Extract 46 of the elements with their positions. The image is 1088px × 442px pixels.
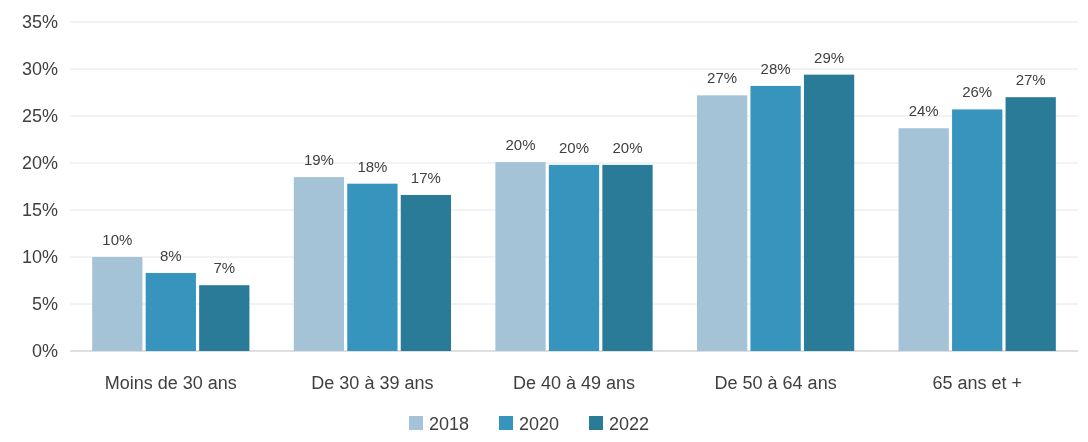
data-label: 27%: [1015, 71, 1046, 89]
y-tick-label: 15%: [21, 200, 58, 221]
y-tick-label: 20%: [21, 153, 58, 174]
data-label: 19%: [303, 151, 334, 169]
legend-label: 2018: [429, 414, 470, 434]
y-tick-label: 5%: [31, 294, 58, 315]
x-tick-label: De 50 à 64 ans: [714, 373, 837, 393]
data-label: 17%: [410, 168, 441, 186]
data-label: 28%: [760, 59, 791, 77]
y-tick-label: 10%: [21, 247, 58, 268]
bar: [1005, 97, 1056, 351]
x-tick-label: Moins de 30 ans: [104, 373, 237, 393]
bar: [548, 164, 600, 351]
bar: [602, 164, 653, 351]
data-label: 26%: [962, 83, 993, 101]
bar: [952, 109, 1003, 351]
legend-label: 2022: [609, 414, 650, 434]
bar: [92, 257, 143, 351]
y-tick-label: 25%: [21, 106, 58, 127]
bar: [347, 183, 398, 351]
data-label: 24%: [908, 102, 939, 120]
data-label: 27%: [707, 69, 738, 87]
bar: [803, 74, 855, 351]
data-label: 20%: [505, 136, 536, 154]
bar: [199, 285, 250, 351]
bar: [145, 272, 196, 351]
bar: [696, 95, 748, 351]
data-label: 20%: [612, 138, 643, 156]
x-tick-label: De 30 à 39 ans: [311, 373, 434, 393]
bar: [293, 177, 345, 351]
legend-label: 2020: [519, 414, 560, 434]
data-label: 29%: [814, 48, 845, 66]
bar: [750, 85, 801, 351]
y-tick-label: 35%: [21, 12, 58, 33]
x-tick-label: 65 ans et +: [932, 373, 1022, 393]
data-label: 18%: [357, 157, 388, 175]
bar: [898, 128, 949, 351]
data-label: 10%: [102, 231, 133, 248]
data-label: 20%: [558, 138, 590, 156]
data-label: 8%: [159, 246, 182, 264]
y-tick-label: 30%: [21, 59, 58, 80]
bar: [495, 162, 546, 351]
bar: [400, 194, 452, 351]
data-label: 7%: [213, 259, 236, 277]
x-tick-label: De 40 à 49 ans: [512, 373, 636, 393]
y-tick-label: 0%: [31, 341, 58, 362]
